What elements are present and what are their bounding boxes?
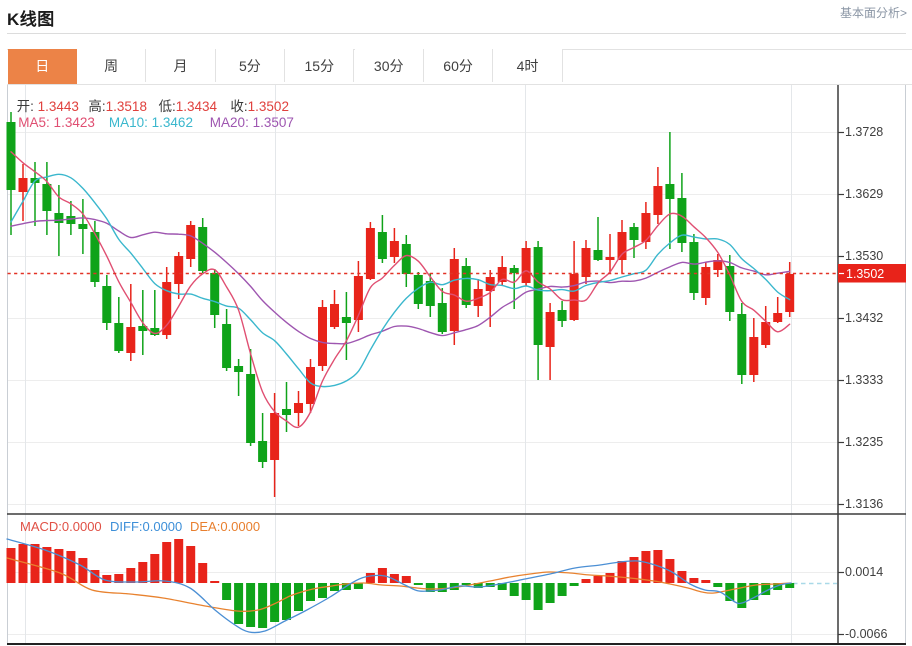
svg-text:1.3530: 1.3530 (845, 249, 883, 263)
svg-text:1.3432: 1.3432 (845, 311, 883, 325)
svg-text:1.3235: 1.3235 (845, 435, 883, 449)
svg-text:-0.0066: -0.0066 (845, 627, 887, 641)
svg-text:1.3728: 1.3728 (845, 125, 883, 139)
svg-text:0.0014: 0.0014 (845, 565, 883, 579)
svg-text:1.3136: 1.3136 (845, 497, 883, 511)
svg-text:1.3502: 1.3502 (846, 267, 884, 281)
svg-text:1.3629: 1.3629 (845, 187, 883, 201)
svg-text:1.3333: 1.3333 (845, 373, 883, 387)
